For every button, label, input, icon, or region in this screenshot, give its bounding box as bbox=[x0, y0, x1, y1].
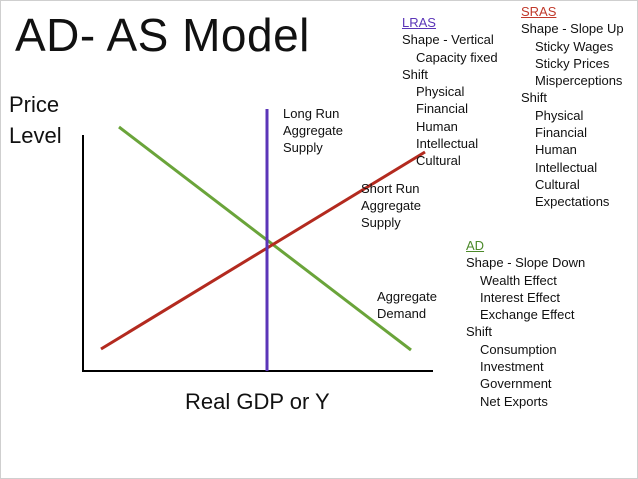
lras-notes: LRAS Shape - Vertical Capacity fixed Shi… bbox=[402, 14, 498, 170]
ad-note-item: Interest Effect bbox=[480, 289, 560, 305]
sras-curve bbox=[100, 150, 426, 351]
lras-note-item: Cultural bbox=[416, 153, 461, 169]
sras-label-line3: Supply bbox=[361, 215, 401, 230]
ad-note-item: Consumption bbox=[480, 341, 557, 357]
x-axis-label: Real GDP or Y bbox=[185, 389, 330, 414]
ad-note-item: Net Exports bbox=[480, 393, 548, 409]
lras-note-item: Shape - Vertical bbox=[402, 32, 494, 48]
lras-label-line3: Supply bbox=[283, 140, 323, 155]
ad-curve bbox=[118, 125, 412, 352]
sras-note-item: Shift bbox=[521, 90, 548, 106]
lras-note-item: Human bbox=[416, 118, 458, 134]
sras-notes-heading: SRAS bbox=[521, 4, 557, 19]
sras-notes: SRAS Shape - Slope Up Sticky Wages Stick… bbox=[521, 3, 624, 211]
sras-note-item: Shape - Slope Up bbox=[521, 21, 624, 37]
ad-notes: AD Shape - Slope Down Wealth Effect Inte… bbox=[466, 237, 585, 410]
ad-label-line2: Demand bbox=[377, 306, 427, 321]
ad-curve-label: Aggregate Demand bbox=[377, 288, 437, 322]
lras-curve-label: Long Run Aggregate Supply bbox=[283, 105, 343, 156]
sras-curve-label: Short Run Aggregate Supply bbox=[361, 180, 421, 231]
sras-note-item: Physical bbox=[535, 107, 584, 123]
sras-note-item: Expectations bbox=[535, 194, 610, 210]
ad-notes-heading: AD bbox=[466, 238, 485, 253]
ad-note-item: Investment bbox=[480, 359, 544, 375]
y-axis-label-line1: Price bbox=[9, 92, 60, 117]
y-axis-label: Price Level bbox=[9, 89, 62, 151]
sras-note-item: Financial bbox=[535, 125, 588, 141]
lras-note-item: Shift bbox=[402, 66, 429, 82]
ad-note-item: Shift bbox=[466, 324, 493, 340]
sras-note-item: Cultural bbox=[535, 176, 580, 192]
sras-note-item: Misperceptions bbox=[535, 73, 623, 89]
lras-note-item: Intellectual bbox=[416, 136, 479, 152]
lras-label-line2: Aggregate bbox=[283, 123, 343, 138]
lras-notes-heading: LRAS bbox=[402, 15, 436, 30]
sras-note-item: Sticky Prices bbox=[535, 55, 610, 71]
sras-label-line1: Short Run bbox=[361, 181, 420, 196]
ad-note-item: Wealth Effect bbox=[480, 272, 557, 288]
slide-title: AD- AS Model bbox=[15, 9, 310, 61]
lras-label-line1: Long Run bbox=[283, 106, 340, 121]
ad-note-item: Shape - Slope Down bbox=[466, 255, 586, 271]
ad-note-item: Exchange Effect bbox=[480, 307, 575, 323]
lras-note-item: Financial bbox=[416, 101, 469, 117]
sras-label-line2: Aggregate bbox=[361, 198, 421, 213]
ad-label-line1: Aggregate bbox=[377, 289, 437, 304]
lras-note-item: Capacity fixed bbox=[416, 49, 498, 65]
lras-note-item: Physical bbox=[416, 84, 465, 100]
sras-note-item: Human bbox=[535, 142, 577, 158]
ad-note-item: Government bbox=[480, 376, 552, 392]
sras-note-item: Intellectual bbox=[535, 159, 598, 175]
y-axis-label-line2: Level bbox=[9, 123, 62, 148]
sras-note-item: Sticky Wages bbox=[535, 38, 614, 54]
